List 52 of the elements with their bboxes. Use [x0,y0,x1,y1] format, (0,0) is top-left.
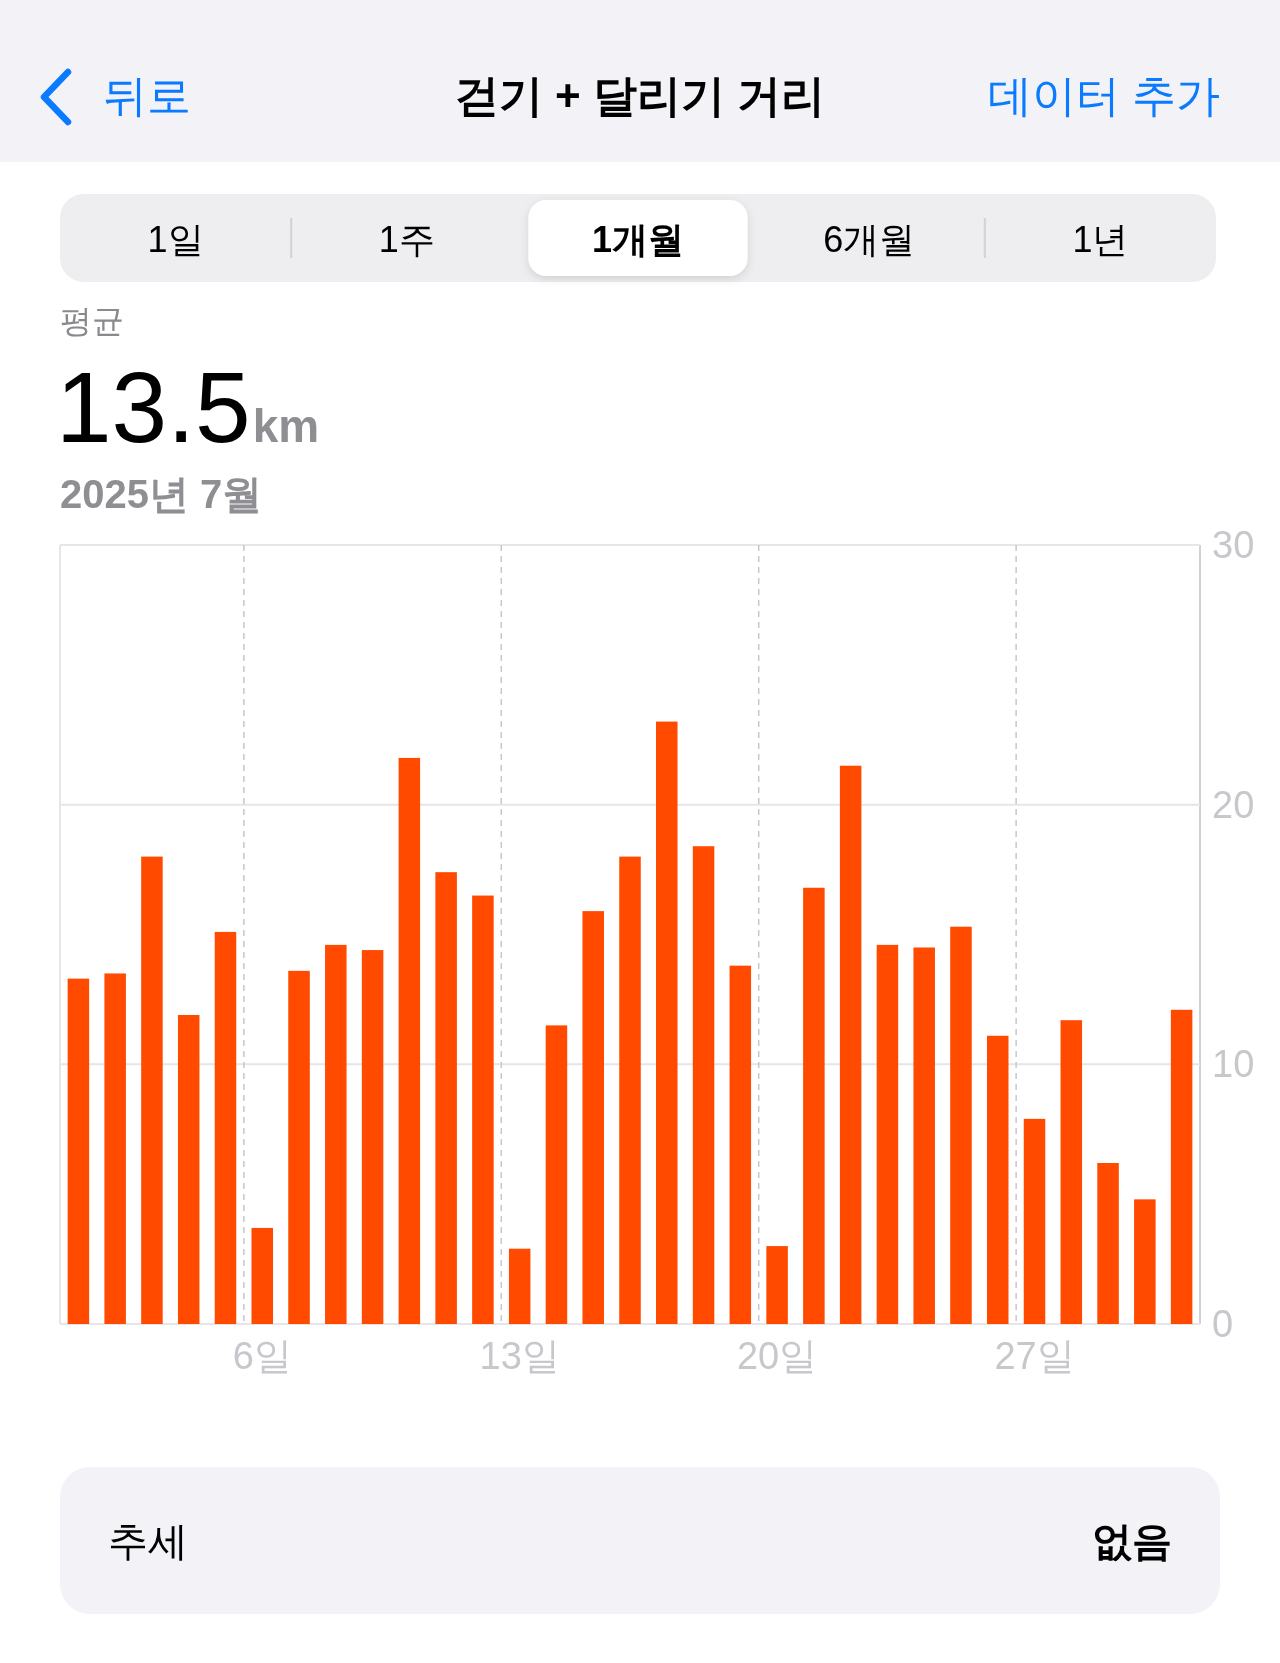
y-tick-label: 10 [1212,1043,1255,1086]
bar [214,931,237,1324]
bar [141,856,163,1324]
bar [1060,1020,1083,1324]
y-tick-label: 0 [1212,1303,1234,1345]
bar [950,926,972,1324]
bar [435,872,457,1324]
bar [1097,1163,1119,1324]
text: 뒤로 [103,70,191,120]
bar [508,1248,531,1324]
bar [104,973,126,1324]
bar [692,846,715,1324]
bar [876,944,899,1324]
bar [766,1246,788,1324]
bar [545,1025,568,1324]
bar [1023,1118,1046,1324]
text: 1년 [1072,218,1129,260]
bar [325,944,347,1324]
text: 데이터 추가 [987,70,1220,120]
text: 1일 [147,218,204,260]
bar [67,978,90,1324]
bar [288,970,310,1324]
bar [656,721,678,1324]
x-tick-label: 27일 [994,1335,1075,1377]
text: 없음 [1092,1519,1172,1563]
chart-subtitle: 2025년 7월 [60,472,263,516]
bar [803,887,825,1324]
y-tick-label: 20 [1212,783,1255,826]
bar [582,911,604,1324]
x-tick-label: 6일 [232,1335,292,1377]
text: 추세 [108,1519,188,1563]
bar [913,947,935,1324]
text: 1개월 [591,218,685,260]
x-tick-label: 20일 [736,1335,818,1377]
bar [398,757,421,1324]
chart-title: 걷기 + 달리기 거리 [454,70,826,120]
bar [1134,1199,1156,1324]
x-tick-label: 13일 [479,1335,560,1377]
bar [729,965,752,1324]
text: 1주 [378,218,435,260]
bar [1170,1009,1193,1324]
y-tick-label: 30 [1212,524,1255,566]
bar [986,1035,1009,1324]
text: 6개월 [823,218,916,260]
text: 평균 [60,303,124,339]
bar [839,765,862,1324]
bar [619,856,641,1324]
bar [472,895,494,1324]
bar [361,950,384,1324]
bar [177,1015,200,1324]
bar [251,1227,274,1324]
text: 13.5km [56,351,320,463]
